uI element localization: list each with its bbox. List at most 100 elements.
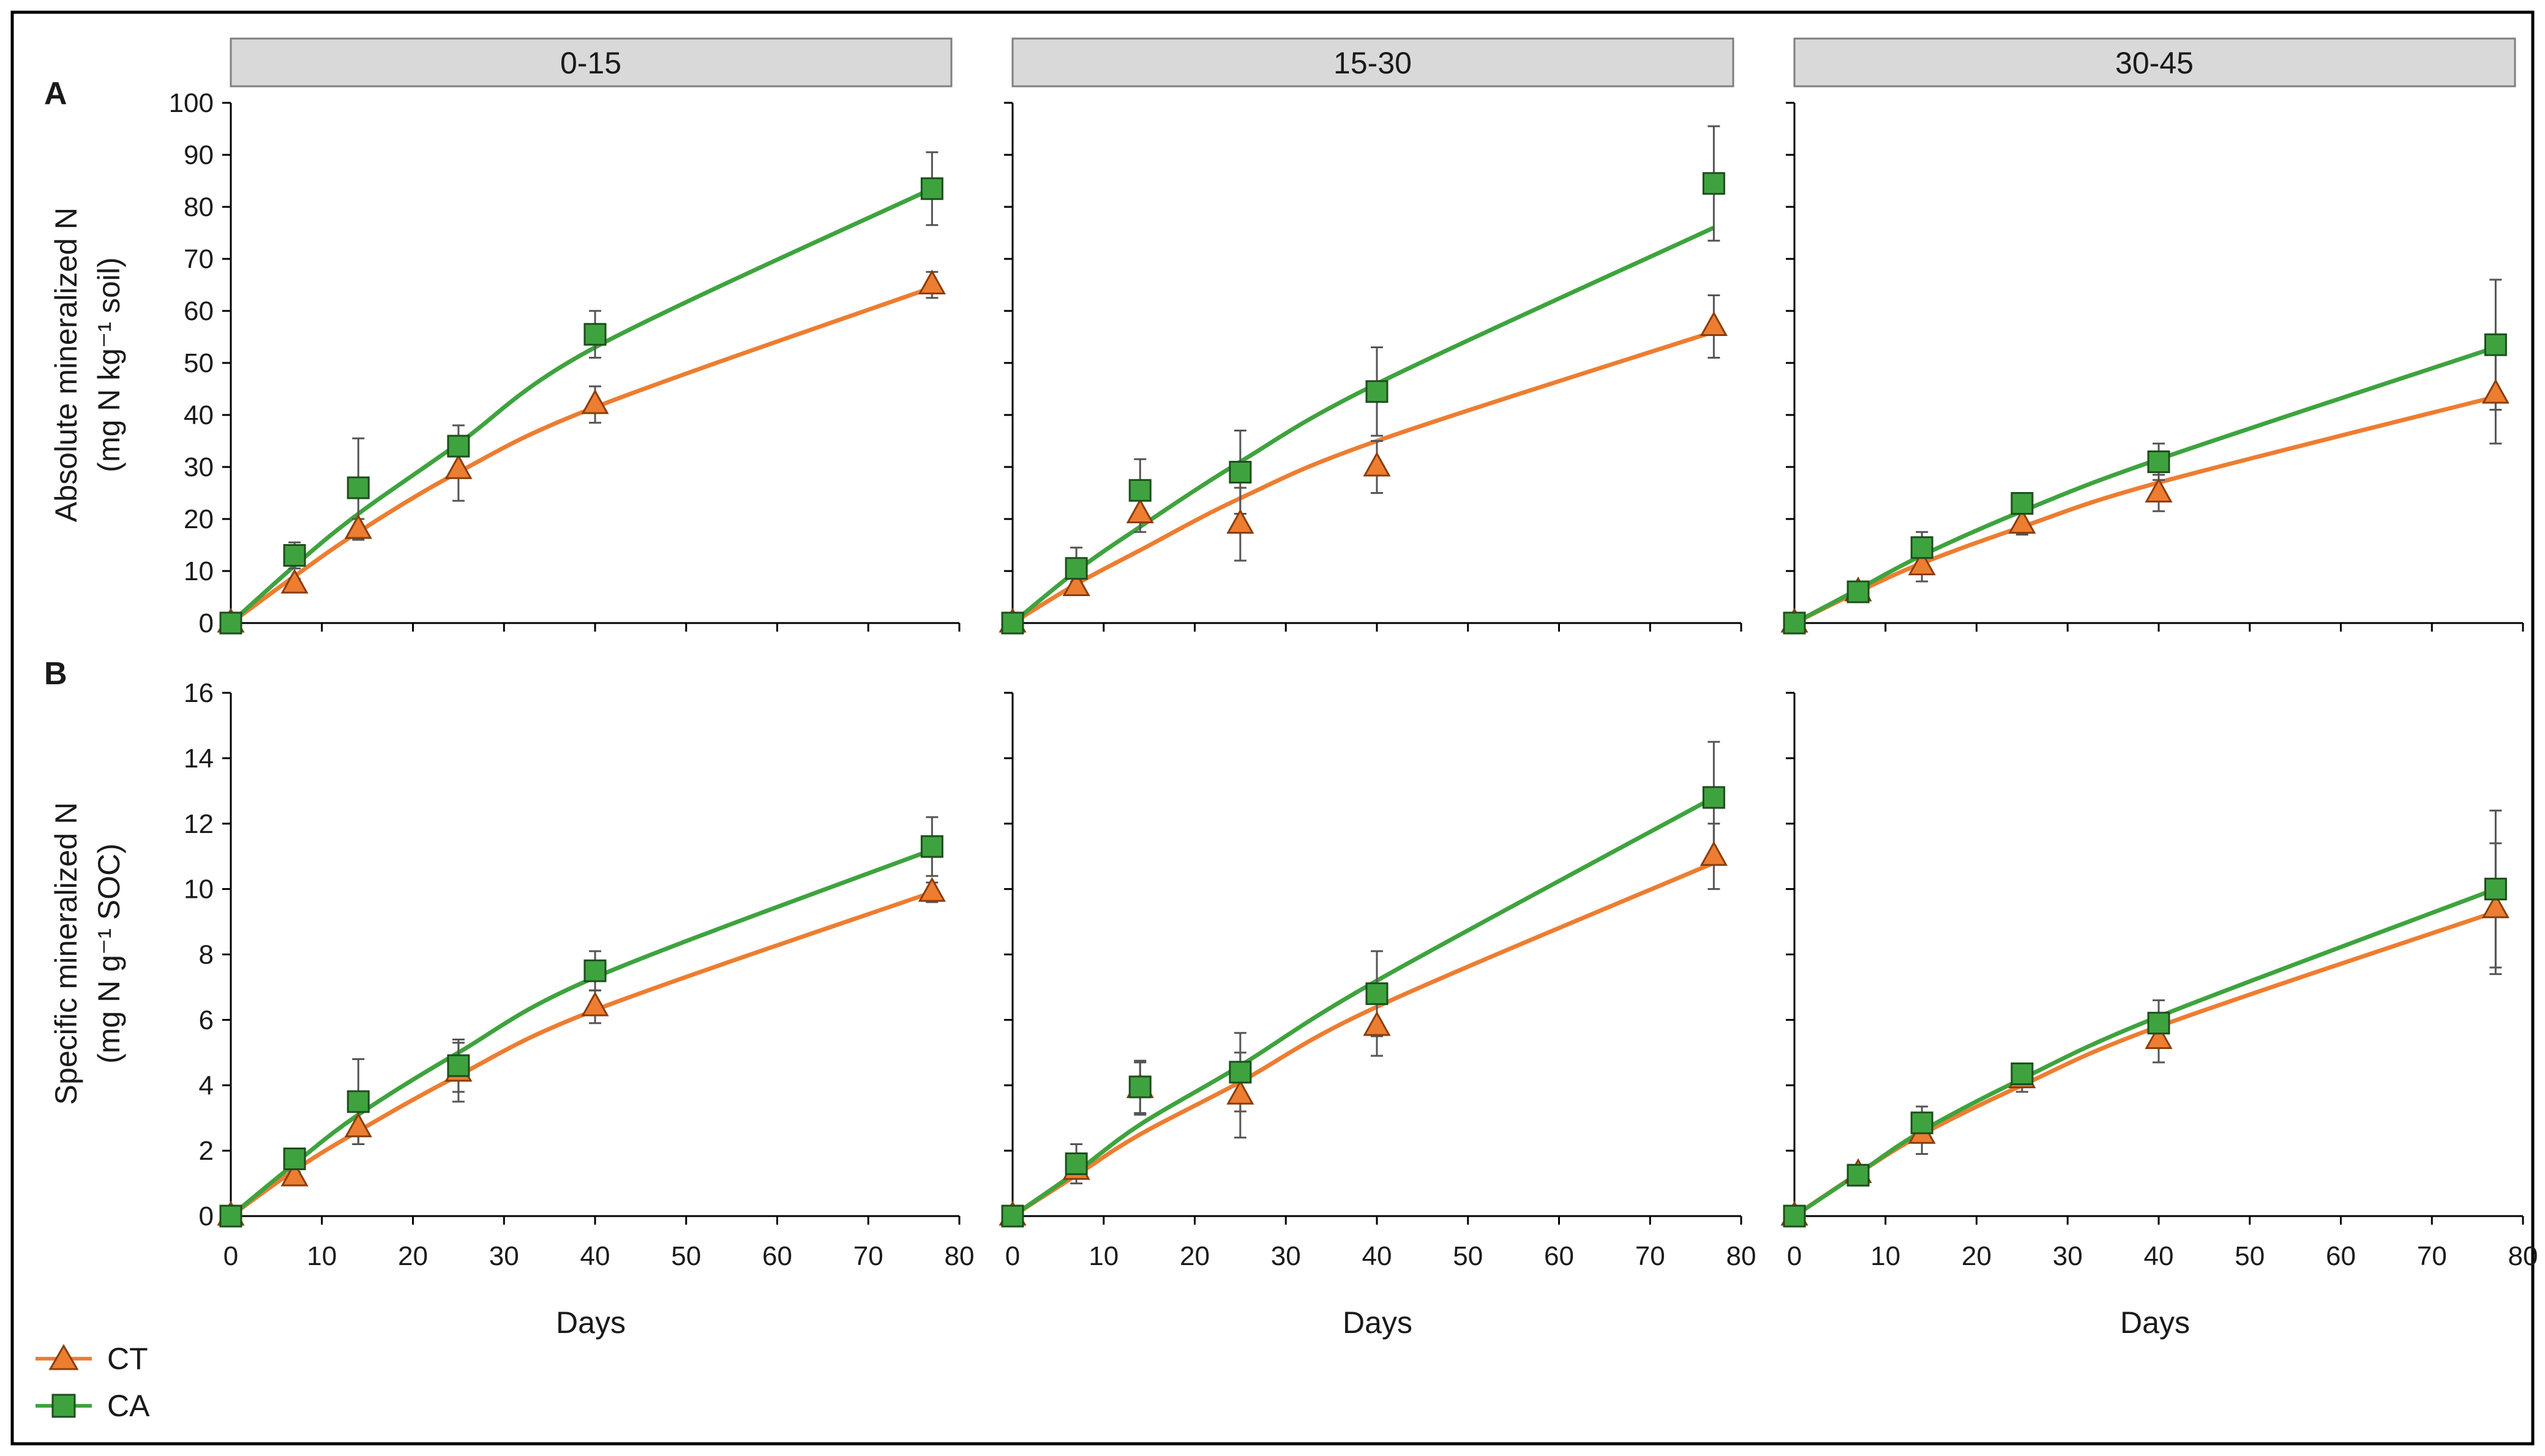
data-point-ct [1226,509,1254,534]
y-tick-label: 10 [184,556,214,586]
strip-30-45 [1793,37,2516,88]
data-point-ct [581,389,609,414]
data-point-ca [920,177,943,200]
y-tick-label: 8 [199,940,214,970]
data-point-ca [1702,786,1725,809]
y-axis-subtitle-a: (mg N kg⁻¹ soil) [92,257,126,472]
legend-ct-marker [48,1344,79,1370]
y-tick-label: 70 [184,244,214,274]
x-tick-label: 40 [580,1241,610,1271]
data-point-ca [2484,333,2507,356]
x-tick-label: 10 [307,1241,337,1271]
x-tick-label: 10 [1089,1241,1119,1271]
y-tick-label: 10 [184,875,214,905]
data-point-ct [1363,451,1391,477]
x-tick-label: 40 [2144,1241,2174,1271]
data-point-ca [1365,380,1389,403]
y-tick-label: 4 [199,1070,214,1100]
y-tick-label: 20 [184,504,214,534]
x-tick-label: 20 [1180,1241,1210,1271]
x-tick-label: 70 [1635,1241,1665,1271]
y-axis-title-a: Absolute mineralized N [49,207,83,522]
panel-letter-b: B [44,656,67,692]
data-point-ct [1363,1010,1391,1036]
y-tick-label: 6 [199,1005,214,1035]
data-point-ct [1908,550,1936,575]
data-point-ca [283,544,306,567]
data-point-ct [2145,1024,2173,1049]
data-point-ca [1910,1111,1933,1135]
data-point-ct [1700,841,1728,866]
x-tick-label: 80 [2508,1241,2538,1271]
y-tick-label: 0 [199,1201,214,1231]
y-tick-label: 40 [184,400,214,430]
x-tick-label: 0 [1005,1241,1020,1271]
data-point-ct [280,569,309,594]
data-point-ca [347,1090,370,1113]
data-point-ct [2481,378,2509,404]
data-point-ct [918,876,946,902]
x-tick-label: 30 [1271,1241,1301,1271]
data-point-ct [344,513,372,539]
strip-label-15-30: 15-30 [1333,46,1412,80]
data-point-ct [2481,893,2509,919]
data-point-ct [280,1161,309,1187]
y-axis-title-b: Specific mineralized N [49,802,83,1105]
data-point-ca [1229,1061,1252,1084]
y-tick-label: 30 [184,452,214,482]
y-tick-label: 60 [184,296,214,326]
x-tick-label: 60 [1544,1241,1574,1271]
data-point-ca [1229,461,1252,483]
data-point-ct [1700,311,1728,336]
data-point-ca [1001,1204,1024,1228]
data-point-ca [1846,580,1870,603]
data-point-ca [2147,450,2170,473]
legend-ca-label: CA [107,1389,150,1423]
data-point-ca [2147,1012,2170,1035]
data-point-ca [1910,536,1933,559]
legend-ct-label: CT [107,1342,148,1376]
x-tick-label: 40 [1362,1241,1392,1271]
data-point-ct [2008,509,2036,534]
data-point-ca [2011,1062,2034,1086]
data-point-ca [1846,1163,1870,1187]
panel-letter-a: A [44,76,67,111]
x-tick-label: 0 [223,1241,238,1271]
data-point-ca [219,1204,242,1228]
data-point-ca [1365,982,1389,1006]
x-tick-label: 50 [2235,1241,2265,1271]
panel-r1-f0: 0 2 4 6 8 10 12 14 16 0 10 20 30 40 50 60 70 80 [184,678,974,1271]
data-point-ct [1226,1080,1254,1105]
x-tick-label: 20 [1962,1241,1992,1271]
panel-r1-f1: 0 10 20 30 40 50 60 70 80 [999,692,1756,1271]
x-tick-label: 0 [1787,1241,1802,1271]
y-axis-subtitle-b: (mg N g⁻¹ SOC) [92,843,126,1064]
strip-0-15 [230,37,953,88]
panel-r0-f1 [999,102,1742,635]
data-point-ct [1062,571,1090,596]
panel-r0-f0: 0 10 20 30 40 50 60 70 80 90 100 [169,88,961,638]
data-point-ca [347,476,370,499]
data-point-ca [920,835,943,858]
y-tick-label: 0 [199,608,214,638]
data-point-ca [583,323,607,346]
data-point-ca [1783,1204,1806,1228]
data-point-ct [918,269,946,294]
data-point-ca [583,959,607,982]
y-tick-label: 14 [184,744,214,774]
legend: CT CA [36,1342,150,1423]
data-point-ca [1065,1152,1088,1175]
y-tick-label: 12 [184,809,214,839]
data-point-ca [447,435,470,458]
strip-label-0-15: 0-15 [560,46,621,80]
data-point-ca [219,611,242,635]
x-tick-label: 50 [1453,1241,1483,1271]
x-tick-label: 10 [1870,1241,1900,1271]
x-tick-label: 70 [853,1241,883,1271]
y-tick-label: 16 [184,678,214,708]
x-tick-label: 60 [2326,1241,2356,1271]
figure-border [10,10,2535,1446]
x-tick-label: 50 [671,1241,701,1271]
x-tick-label: 60 [762,1241,792,1271]
